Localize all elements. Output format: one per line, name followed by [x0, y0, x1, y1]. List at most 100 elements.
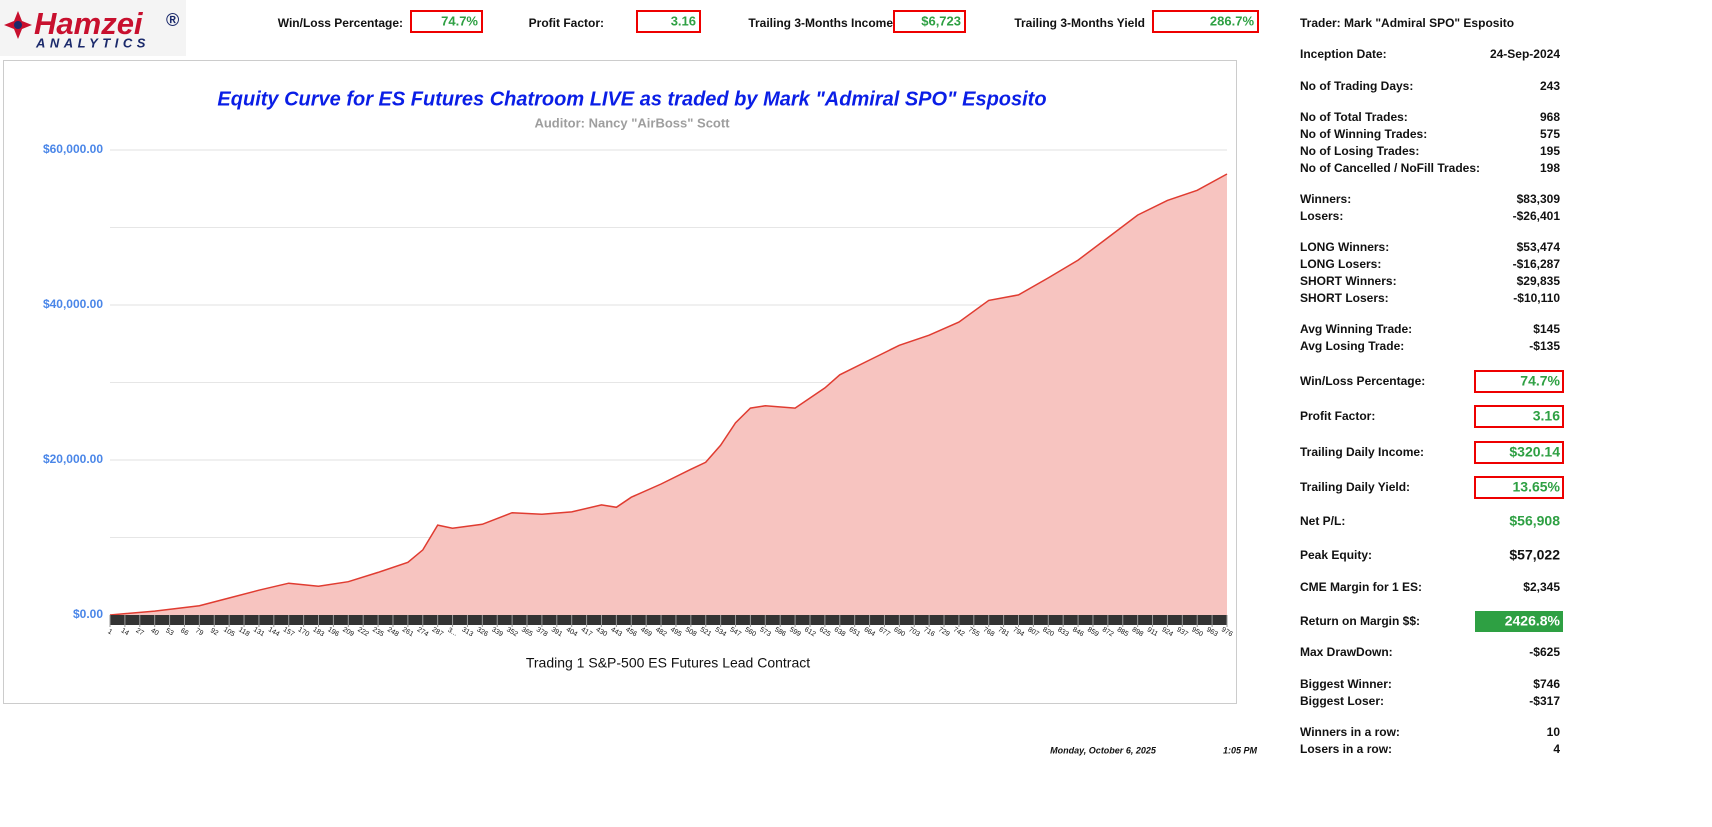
x-tick-label: 755 — [967, 626, 981, 638]
stat-label: LONG Losers: — [1300, 257, 1381, 271]
x-tick-label: 274 — [416, 626, 430, 638]
x-tick-label: 365 — [520, 626, 534, 638]
x-tick-label: 911 — [1146, 626, 1159, 638]
x-tick-label: 625 — [818, 626, 832, 638]
stat-value: -$317 — [1529, 694, 1560, 708]
stat-value: $29,835 — [1517, 274, 1561, 288]
stat-label: CME Margin for 1 ES: — [1300, 580, 1422, 594]
x-axis-label: Trading 1 S&P-500 ES Futures Lead Contra… — [526, 655, 810, 671]
x-tick-label: 963 — [1205, 626, 1219, 638]
x-tick-label: 404 — [565, 626, 579, 638]
x-tick-label: 872 — [1101, 626, 1115, 638]
stat-label: No of Winning Trades: — [1300, 127, 1427, 141]
stat-value: 243 — [1540, 79, 1560, 93]
metric-value: $6,723 — [921, 13, 961, 28]
stat-value: 74.7% — [1520, 373, 1560, 389]
metric-label: Profit Factor: — [529, 16, 604, 30]
metric-value: 3.16 — [671, 13, 696, 28]
x-tick-label: 547 — [729, 626, 743, 638]
x-tick-label: 235 — [371, 626, 385, 638]
x-tick-label: 209 — [341, 626, 355, 638]
footer-date: Monday, October 6, 2025 — [1050, 745, 1157, 755]
x-tick-label: 703 — [907, 626, 921, 638]
metric-box — [1152, 10, 1259, 33]
x-tick-label: 131 — [252, 626, 266, 638]
stat-label: Profit Factor: — [1300, 409, 1375, 423]
x-tick-label: 3... — [446, 627, 458, 638]
x-tick-label: 508 — [684, 626, 698, 638]
x-tick-label: 534 — [714, 626, 728, 638]
x-tick-label: 690 — [892, 626, 906, 638]
stat-value: $2,345 — [1523, 580, 1560, 594]
x-tick-label: 417 — [580, 626, 594, 638]
stat-value: $746 — [1533, 677, 1560, 691]
stat-label: No of Losing Trades: — [1300, 144, 1419, 158]
x-tick-label: 976 — [1220, 626, 1234, 638]
x-tick-label: 729 — [937, 626, 951, 638]
x-tick-label: 638 — [833, 626, 847, 638]
stat-label: Avg Winning Trade: — [1300, 322, 1412, 336]
x-tick-label: 326 — [475, 626, 489, 638]
stat-label: Biggest Loser: — [1300, 694, 1384, 708]
x-tick-label: 573 — [758, 626, 772, 638]
stat-label: Losers in a row: — [1300, 742, 1392, 756]
x-tick-label: 53 — [164, 627, 174, 637]
stat-label: Inception Date: — [1300, 47, 1387, 61]
stat-label: SHORT Winners: — [1300, 274, 1397, 288]
x-tick-label: 859 — [1086, 626, 1100, 638]
stat-value: 195 — [1540, 144, 1560, 158]
stat-value: 2426.8% — [1505, 613, 1561, 629]
x-tick-label: 313 — [460, 626, 474, 638]
stat-value: -$16,287 — [1513, 257, 1561, 271]
x-tick-label: 716 — [922, 626, 936, 638]
stat-label: LONG Winners: — [1300, 240, 1389, 254]
stat-value: -$135 — [1529, 339, 1560, 353]
x-tick-label: 287 — [431, 626, 445, 638]
stat-value: 4 — [1553, 742, 1560, 756]
x-tick-label: 118 — [237, 626, 250, 638]
stat-value: 198 — [1540, 161, 1560, 175]
stat-box — [1474, 476, 1564, 499]
x-tick-label: 469 — [639, 626, 653, 638]
x-tick-label: 183 — [312, 626, 326, 638]
y-tick-label: $0.00 — [73, 607, 103, 621]
y-tick-label: $20,000.00 — [43, 452, 103, 466]
stat-box — [1474, 370, 1564, 393]
logo-mark: ® — [166, 10, 179, 30]
stat-value: $320.14 — [1509, 444, 1560, 460]
stat-value: -$10,110 — [1513, 291, 1560, 305]
x-tick-label: 521 — [699, 626, 713, 638]
x-tick-label: 586 — [773, 626, 787, 638]
x-tick-label: 79 — [194, 627, 204, 637]
x-tick-label: 898 — [1131, 626, 1145, 638]
x-tick-label: 651 — [848, 626, 862, 638]
x-tick-label: 833 — [1056, 626, 1070, 638]
x-tick-label: 599 — [788, 626, 802, 638]
x-tick-label: 443 — [609, 626, 623, 638]
x-tick-label: 677 — [877, 626, 891, 638]
stat-label: Win/Loss Percentage: — [1300, 374, 1425, 388]
x-tick-label: 66 — [179, 627, 189, 637]
stat-label: Net P/L: — [1300, 514, 1345, 528]
stat-value: 13.65% — [1513, 479, 1561, 495]
x-tick-label: 144 — [267, 626, 281, 638]
logo: Hamzei — [34, 6, 144, 41]
equity-line — [109, 173, 1228, 616]
x-axis-band — [110, 615, 1227, 625]
x-tick-label: 560 — [743, 626, 757, 638]
stat-label: Trailing Daily Income: — [1300, 445, 1424, 459]
x-tick-label: 27 — [134, 627, 144, 637]
stat-label: Return on Margin $$: — [1300, 614, 1420, 628]
stat-label: No of Cancelled / NoFill Trades: — [1300, 161, 1480, 175]
stat-label: No of Trading Days: — [1300, 79, 1413, 93]
metric-label: Trailing 3-Months Income — [748, 16, 893, 30]
x-tick-label: 105 — [222, 626, 236, 638]
y-tick-label: $60,000.00 — [43, 142, 103, 156]
x-tick-label: 339 — [490, 626, 504, 638]
metric-value: 286.7% — [1210, 13, 1255, 28]
stat-value: -$26,401 — [1513, 209, 1561, 223]
stat-fill — [1475, 611, 1563, 632]
x-tick-label: 950 — [1190, 626, 1204, 638]
x-tick-label: 196 — [326, 626, 340, 638]
